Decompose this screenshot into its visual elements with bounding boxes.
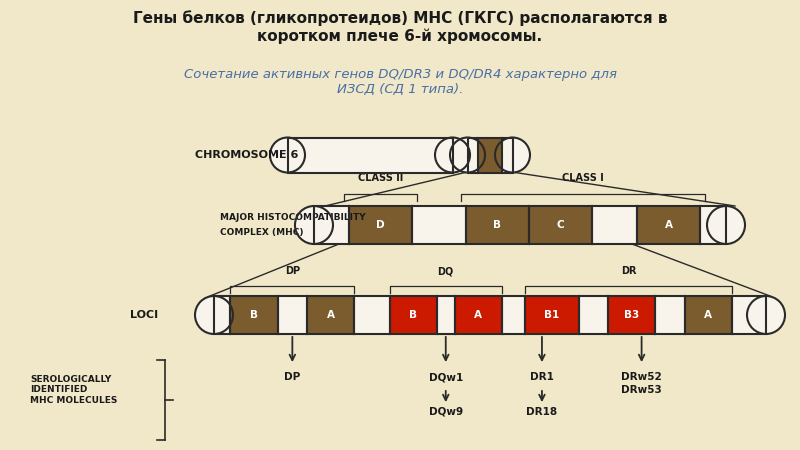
- Bar: [214, 296, 766, 334]
- Ellipse shape: [195, 296, 233, 334]
- Text: CHROMOSOME 6: CHROMOSOME 6: [195, 150, 298, 160]
- Text: B1: B1: [544, 310, 559, 320]
- Bar: [230, 296, 278, 334]
- Ellipse shape: [707, 206, 745, 244]
- Text: B: B: [410, 310, 418, 320]
- Bar: [478, 138, 502, 172]
- Text: B: B: [494, 220, 502, 230]
- Text: DRw53: DRw53: [622, 385, 662, 395]
- Bar: [278, 296, 307, 334]
- Bar: [307, 296, 354, 334]
- Bar: [529, 206, 592, 244]
- Bar: [314, 206, 726, 244]
- Ellipse shape: [747, 296, 785, 334]
- Text: Гены белков (гликопротеидов) МНС (ГКГС) располагаются в
коротком плече 6-й хромо: Гены белков (гликопротеидов) МНС (ГКГС) …: [133, 10, 667, 44]
- Bar: [214, 296, 230, 334]
- Text: DR1: DR1: [530, 372, 554, 382]
- Ellipse shape: [747, 296, 785, 334]
- Text: DQw1: DQw1: [429, 372, 463, 382]
- Text: CLASS II: CLASS II: [358, 173, 403, 183]
- Text: DRw52: DRw52: [622, 372, 662, 382]
- Text: D: D: [376, 220, 385, 230]
- Text: A: A: [704, 310, 712, 320]
- Ellipse shape: [195, 296, 233, 334]
- Bar: [437, 296, 454, 334]
- Ellipse shape: [295, 206, 333, 244]
- Ellipse shape: [270, 138, 305, 172]
- Bar: [287, 138, 453, 172]
- Ellipse shape: [450, 138, 485, 172]
- Bar: [354, 296, 390, 334]
- Bar: [287, 138, 453, 172]
- Bar: [732, 296, 766, 334]
- Bar: [637, 206, 700, 244]
- Text: A: A: [326, 310, 334, 320]
- Bar: [526, 296, 578, 334]
- Text: DP: DP: [284, 372, 301, 382]
- Ellipse shape: [435, 138, 470, 172]
- Bar: [466, 206, 529, 244]
- Ellipse shape: [295, 206, 333, 244]
- Text: DQ: DQ: [438, 266, 454, 276]
- Ellipse shape: [707, 206, 745, 244]
- Bar: [314, 206, 349, 244]
- Bar: [412, 206, 466, 244]
- Ellipse shape: [495, 138, 530, 172]
- Text: LOCI: LOCI: [130, 310, 158, 320]
- Text: DR: DR: [621, 266, 637, 276]
- Text: A: A: [665, 220, 673, 230]
- Bar: [655, 296, 685, 334]
- Bar: [349, 206, 412, 244]
- Bar: [467, 138, 513, 172]
- Bar: [390, 296, 437, 334]
- Text: C: C: [557, 220, 564, 230]
- Bar: [578, 296, 608, 334]
- Text: DR18: DR18: [526, 407, 558, 417]
- Text: DP: DP: [285, 266, 300, 276]
- Text: DQw9: DQw9: [429, 407, 463, 417]
- Bar: [700, 206, 726, 244]
- Bar: [454, 296, 502, 334]
- Text: COMPLEX (MHC): COMPLEX (MHC): [220, 229, 303, 238]
- Text: SEROLOGICALLY
IDENTIFIED
MHC MOLECULES: SEROLOGICALLY IDENTIFIED MHC MOLECULES: [30, 375, 118, 405]
- Bar: [214, 296, 766, 334]
- Bar: [314, 206, 726, 244]
- Text: CLASS I: CLASS I: [562, 173, 604, 183]
- Bar: [502, 296, 526, 334]
- Text: B3: B3: [624, 310, 639, 320]
- Text: MAJOR HISTOCOMPATIBILITY: MAJOR HISTOCOMPATIBILITY: [220, 212, 366, 221]
- Bar: [608, 296, 655, 334]
- Text: B: B: [250, 310, 258, 320]
- Text: Сочетание активных генов DQ/DR3 и DQ/DR4 характерно для
ИЗСД (СД 1 типа).: Сочетание активных генов DQ/DR3 и DQ/DR4…: [183, 68, 617, 96]
- Bar: [685, 296, 732, 334]
- Text: A: A: [474, 310, 482, 320]
- Bar: [467, 138, 513, 172]
- Bar: [592, 206, 637, 244]
